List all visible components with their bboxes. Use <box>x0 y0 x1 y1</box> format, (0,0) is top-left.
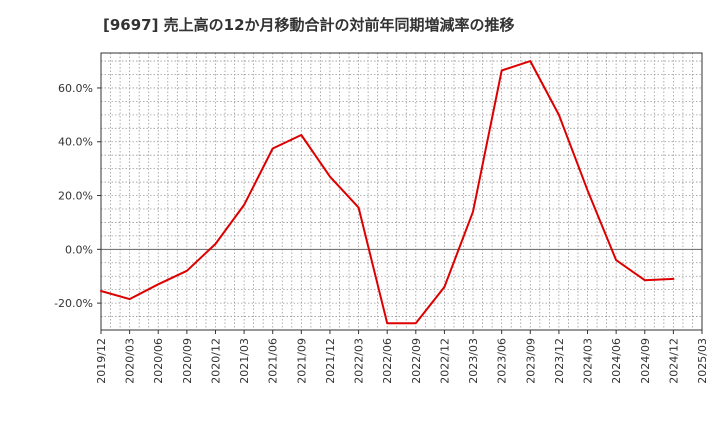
y-tick-label: 0.0% <box>65 243 93 256</box>
plot-frame <box>100 52 703 331</box>
x-tick-label: 2023/03 <box>467 338 480 384</box>
x-tick-label: 2020/03 <box>124 338 137 384</box>
axis-layer <box>97 52 703 334</box>
x-tick-label: 2022/03 <box>353 338 366 384</box>
x-tick-label: 2020/09 <box>181 338 194 384</box>
x-tick-label: 2021/12 <box>324 338 337 384</box>
x-tick-label: 2021/03 <box>238 338 251 384</box>
y-tick-label: 20.0% <box>58 190 93 203</box>
series-layer <box>100 60 675 325</box>
x-tick-label: 2024/06 <box>610 338 623 384</box>
chart-title: [9697] 売上高の12か月移動合計の対前年同期増減率の推移 <box>103 16 515 34</box>
x-tick-label: 2019/12 <box>95 338 108 384</box>
x-tick-label: 2025/03 <box>696 338 709 384</box>
y-tick-label: -20.0% <box>54 297 93 310</box>
x-tick-label: 2022/06 <box>381 338 394 384</box>
y-tick-labels: -20.0% 0.0% 20.0% 40.0% 60.0% <box>54 82 93 310</box>
x-tick-label: 2023/12 <box>553 338 566 384</box>
y-tick-label: 60.0% <box>58 82 93 95</box>
x-tick-label: 2023/06 <box>496 338 509 384</box>
x-tick-label: 2021/09 <box>295 338 308 384</box>
x-tick-labels: 2019/12 2020/03 2020/06 2020/09 2020/12 2021/… <box>95 338 709 384</box>
series-line <box>100 60 675 325</box>
x-tick-label: 2023/09 <box>524 338 537 384</box>
grid-layer <box>101 53 702 330</box>
x-tick-label: 2021/06 <box>267 338 280 384</box>
x-tick-label: 2024/09 <box>639 338 652 384</box>
x-tick-label: 2024/12 <box>667 338 680 384</box>
x-tick-label: 2024/03 <box>582 338 595 384</box>
x-tick-label: 2022/09 <box>410 338 423 384</box>
x-tick-label: 2020/12 <box>209 338 222 384</box>
x-tick-label: 2020/06 <box>152 338 165 384</box>
y-tick-label: 40.0% <box>58 136 93 149</box>
x-tick-label: 2022/12 <box>438 338 451 384</box>
